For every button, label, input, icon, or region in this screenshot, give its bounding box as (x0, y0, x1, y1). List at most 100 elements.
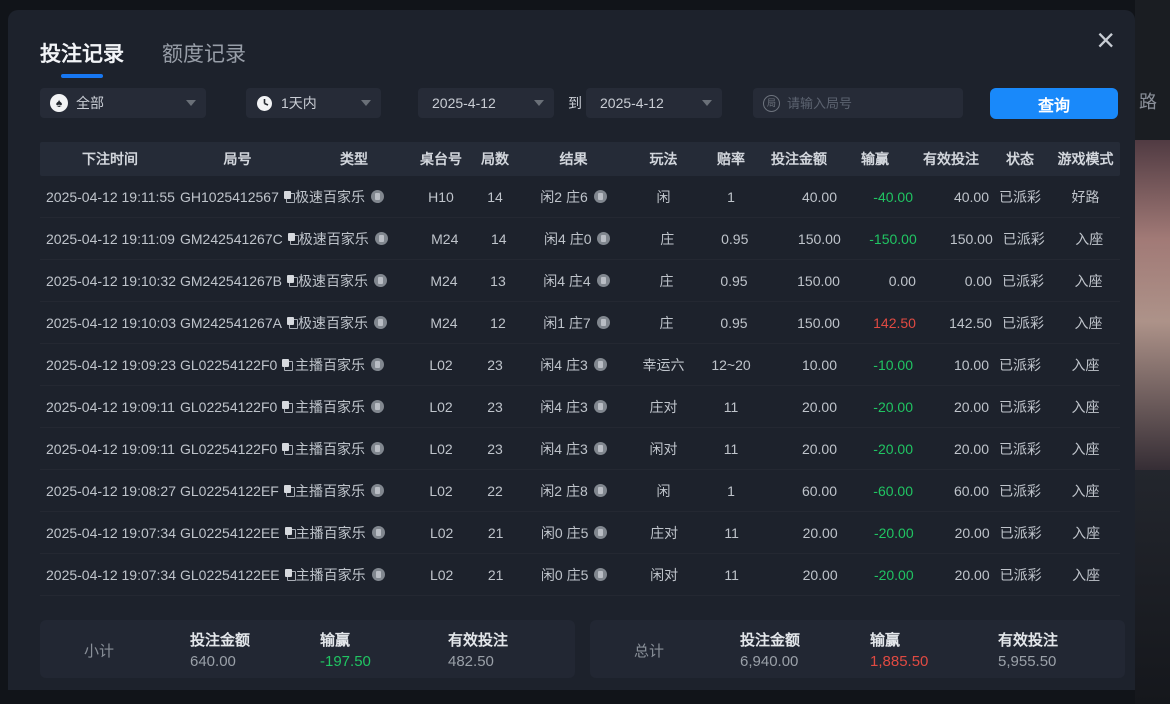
cell-winloss: 142.50 (873, 314, 916, 331)
cell-table_no: L02 (429, 356, 453, 373)
type-detail-icon[interactable] (371, 400, 384, 413)
cell-valid: 20.00 (954, 566, 990, 583)
betting-records-modal: 投注记录 额度记录 × ♠ 全部 1天内 2025-4-12 到 2025-4-… (8, 10, 1135, 690)
type-detail-icon[interactable] (374, 232, 388, 245)
copy-icon[interactable] (283, 484, 295, 497)
tab-betting-records[interactable]: 投注记录 (40, 38, 124, 78)
cell-type: 极速百家乐 (298, 271, 416, 291)
result-detail-icon[interactable] (593, 358, 607, 371)
subtotal-valid-bet-value: 482.50 (448, 653, 494, 670)
cell-result: 闲0 庄5 (522, 565, 627, 585)
copy-icon[interactable] (286, 316, 298, 329)
result-detail-icon[interactable] (593, 400, 607, 413)
table-row: 2025-04-12 19:09:23 GL02254122F0 主播百家乐 L02 2… (40, 344, 1120, 386)
cell-mode: 入座 (1071, 356, 1100, 373)
cell-bet: 10.00 (801, 356, 837, 373)
subtotal-bet-amount-label: 投注金额 (190, 632, 251, 649)
result-detail-icon[interactable] (593, 190, 607, 203)
copy-icon[interactable] (287, 232, 299, 245)
background-content: 路 (1135, 0, 1170, 704)
cell-bet: 20.00 (801, 440, 837, 457)
cell-time: 2025-04-12 19:11:09 (46, 230, 175, 247)
tab-quota-records[interactable]: 额度记录 (162, 43, 246, 66)
result-detail-icon[interactable] (594, 568, 608, 581)
cell-status: 已派彩 (999, 440, 1041, 457)
game-type-dropdown[interactable]: ♠ 全部 (40, 88, 206, 118)
cell-type: 主播百家乐 (296, 565, 414, 585)
total-valid-bet-value: 5,955.50 (998, 653, 1057, 670)
cell-round: GM242541267A (180, 315, 298, 331)
cell-rounds: 14 (487, 188, 503, 205)
date-from-picker[interactable]: 2025-4-12 (418, 88, 554, 118)
cell-play: 庄 (660, 230, 675, 247)
cell-mode: 入座 (1072, 566, 1101, 583)
column-header-bet: 投注金额 (771, 151, 827, 167)
cell-result: 闲4 庄3 (521, 397, 626, 417)
cell-play: 闲 (656, 188, 671, 205)
cell-play: 庄 (659, 272, 674, 289)
copy-icon[interactable] (284, 526, 296, 539)
date-to-value: 2025-4-12 (600, 95, 664, 111)
result-detail-icon[interactable] (596, 316, 610, 329)
chevron-down-icon (361, 100, 371, 106)
cell-bet: 20.00 (802, 566, 838, 583)
result-detail-icon[interactable] (594, 526, 608, 539)
cell-table_no: M24 (430, 272, 458, 289)
type-detail-icon[interactable] (373, 274, 387, 287)
copy-icon[interactable] (283, 190, 295, 203)
result-detail-icon[interactable] (593, 484, 607, 497)
result-detail-icon[interactable] (593, 442, 607, 455)
result-detail-icon[interactable] (596, 274, 610, 287)
type-detail-icon[interactable] (371, 484, 384, 497)
cell-winloss: -40.00 (873, 188, 913, 205)
round-number-input[interactable] (787, 95, 947, 111)
copy-icon[interactable] (286, 274, 298, 287)
query-button[interactable]: 查询 (990, 88, 1118, 119)
type-detail-icon[interactable] (371, 568, 385, 581)
cell-round: GL02254122F0 (180, 357, 295, 373)
cell-play: 庄对 (650, 524, 679, 541)
type-detail-icon[interactable] (371, 358, 384, 371)
type-detail-icon[interactable] (371, 442, 384, 455)
cell-status: 已派彩 (999, 566, 1042, 583)
copy-icon[interactable] (282, 358, 294, 371)
table-row: 2025-04-12 19:07:34 GL02254122EE 主播百家乐 L02 2… (40, 512, 1120, 554)
column-header-winloss: 输赢 (861, 151, 889, 167)
background-video-thumbnail (1135, 140, 1170, 470)
copy-icon[interactable] (282, 400, 294, 413)
background-text-fragment: 路 (1139, 92, 1157, 112)
cell-valid: 20.00 (954, 524, 990, 541)
type-detail-icon[interactable] (371, 526, 385, 539)
cell-type: 极速百家乐 (299, 229, 417, 249)
table-row: 2025-04-12 19:10:32 GM242541267B 极速百家乐 M24 1… (40, 260, 1120, 302)
type-detail-icon[interactable] (373, 316, 387, 329)
table-row: 2025-04-12 19:09:11 GL02254122F0 主播百家乐 L02 2… (40, 428, 1120, 470)
cell-rounds: 21 (487, 524, 504, 541)
cell-bet: 20.00 (801, 398, 837, 415)
table-row: 2025-04-12 19:09:11 GL02254122F0 主播百家乐 L02 2… (40, 386, 1120, 428)
cell-valid: 60.00 (953, 482, 989, 499)
result-detail-icon[interactable] (597, 232, 611, 245)
cell-time: 2025-04-12 19:08:27 (46, 482, 176, 499)
cell-mode: 入座 (1071, 440, 1100, 457)
table-row: 2025-04-12 19:11:09 GM242541267C 极速百家乐 M24 1… (40, 218, 1120, 260)
cell-valid: 20.00 (953, 440, 989, 457)
chevron-down-icon (534, 100, 544, 106)
cell-winloss: -150.00 (869, 230, 917, 247)
type-detail-icon[interactable] (371, 190, 384, 203)
cell-round: GM242541267B (180, 273, 298, 289)
copy-icon[interactable] (282, 442, 294, 455)
cell-table_no: H10 (428, 188, 454, 205)
copy-icon[interactable] (284, 568, 296, 581)
date-to-picker[interactable]: 2025-4-12 (586, 88, 722, 118)
cell-play: 闲对 (650, 566, 679, 583)
close-icon[interactable]: × (1096, 22, 1115, 58)
cell-odds: 11 (723, 440, 739, 457)
date-to-label: 到 (568, 95, 582, 111)
cell-result: 闲4 庄4 (524, 271, 629, 291)
table-row: 2025-04-12 19:07:34 GL02254122EE 主播百家乐 L02 2… (40, 554, 1120, 596)
time-range-dropdown[interactable]: 1天内 (246, 88, 381, 118)
cell-result: 闲4 庄3 (521, 355, 626, 375)
cell-result: 闲4 庄3 (521, 439, 626, 459)
round-number-icon: 局 (763, 94, 780, 112)
